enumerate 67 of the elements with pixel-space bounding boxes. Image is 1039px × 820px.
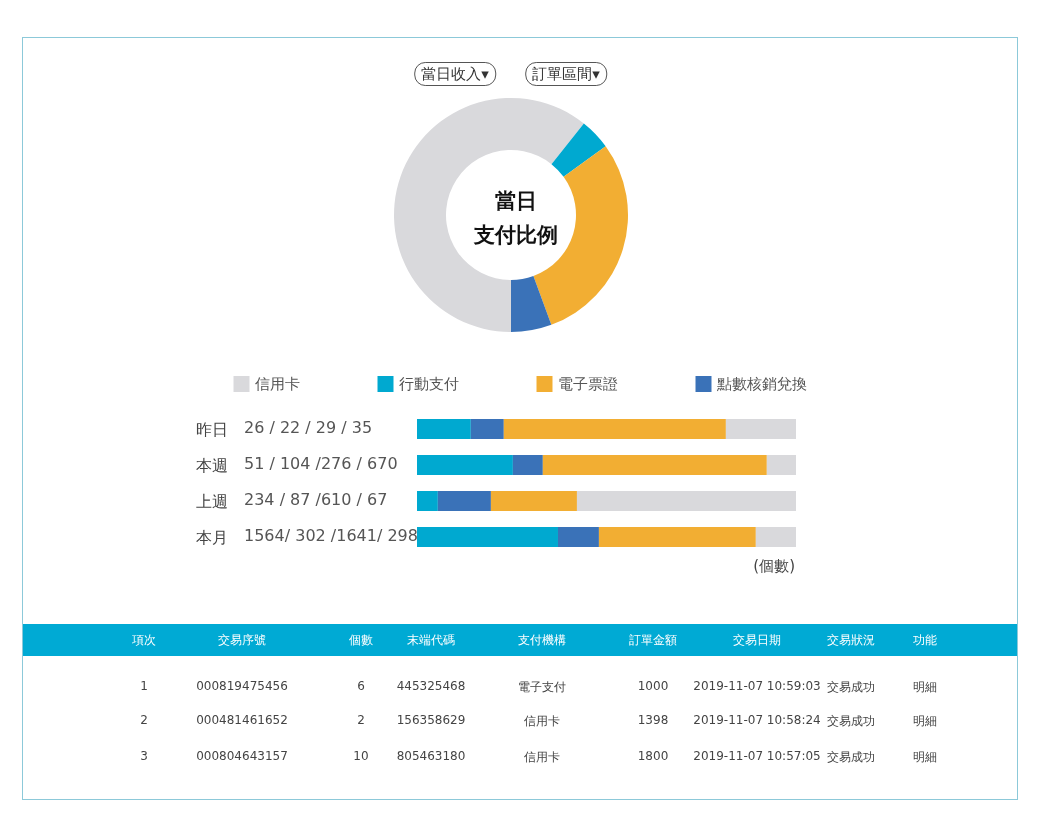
text: 明細 (913, 713, 937, 730)
text: 10 (353, 749, 369, 763)
category-label: 交易狀況 (827, 632, 875, 649)
text: 交易成功 (827, 679, 875, 696)
text: 234 / 87 /610 / 67 (244, 489, 388, 509)
bar (766, 455, 796, 475)
text: 1 (140, 679, 148, 693)
text: 2 (357, 713, 365, 727)
text: 明細 (913, 749, 937, 766)
category-label: 訂單金額 (629, 632, 677, 649)
y-tick-label: 上週 (196, 491, 228, 511)
bar (725, 419, 796, 439)
y-tick-label: 本週 (196, 455, 228, 475)
bar (417, 491, 438, 511)
bar (576, 491, 796, 511)
text: 電子支付 (518, 679, 566, 696)
category-label: 交易序號 (218, 632, 266, 649)
text: 交易成功 (827, 713, 875, 730)
x-axis-title: (個數) (753, 556, 796, 575)
bar (503, 419, 726, 439)
text: 支付比例 (473, 223, 558, 247)
bar (542, 455, 767, 475)
text: 445325468 (396, 679, 466, 693)
legend-label: 點數核銷兌換 (715, 375, 807, 393)
category-label: 末端代碼 (407, 632, 455, 649)
bar (437, 491, 491, 511)
text: 1398 (637, 713, 669, 727)
text: 2019-11-07 10:59:03 (693, 679, 821, 693)
y-tick-label: 本月 (196, 527, 228, 547)
category-label: 交易日期 (733, 632, 781, 649)
text: 000804643157 (196, 749, 288, 763)
bar (417, 455, 513, 475)
text: 6 (357, 679, 365, 693)
text: 26 / 22 / 29 / 35 (244, 417, 373, 437)
bar (598, 527, 756, 547)
text: 2 (140, 713, 148, 727)
legend-label: 行動支付 (398, 375, 459, 393)
legend-label: 電子票證 (557, 375, 618, 393)
annotation: 1564/ 302 /1641/ 298 (244, 525, 418, 545)
y-tick-label: 昨日 (196, 419, 228, 439)
category-label: 項次 (132, 632, 156, 649)
text: 當日 (495, 189, 537, 213)
text: 1800 (637, 749, 669, 763)
text: 2019-11-07 10:57:05 (693, 749, 821, 763)
text: 156358629 (396, 713, 466, 727)
text: 信用卡 (524, 713, 560, 730)
text: 交易成功 (827, 749, 875, 766)
category-label: 支付機構 (518, 632, 566, 649)
category-label: 個數 (349, 632, 373, 649)
text: 2019-11-07 10:58:24 (693, 713, 821, 727)
text: 信用卡 (524, 749, 560, 766)
bar (417, 419, 471, 439)
text: 805463180 (396, 749, 466, 763)
text: 明細 (913, 679, 937, 696)
bar (470, 419, 504, 439)
text: 000481461652 (196, 713, 288, 727)
bar (755, 527, 796, 547)
bar (417, 527, 558, 547)
bar (557, 527, 599, 547)
text: 000819475456 (196, 679, 288, 693)
text: 51 / 104 /276 / 670 (244, 453, 398, 473)
bar (512, 455, 543, 475)
category-label: 功能 (913, 632, 937, 649)
bar (490, 491, 577, 511)
text: 1000 (637, 679, 669, 693)
text: 3 (140, 749, 148, 763)
legend-label: 信用卡 (254, 375, 300, 393)
